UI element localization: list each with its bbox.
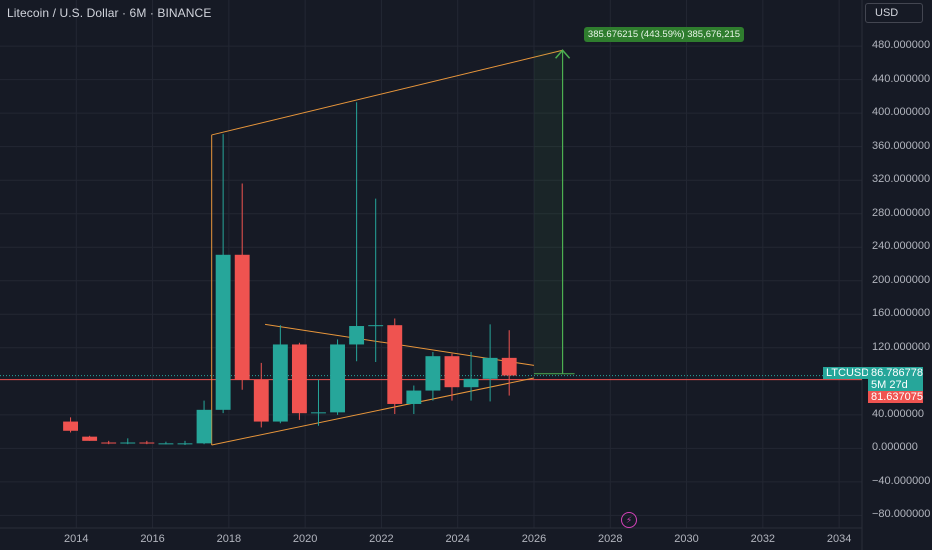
x-tick-label: 2028 [598,533,623,545]
candle-body [196,409,212,444]
candle-body [311,412,326,414]
x-tick-label: 2032 [750,533,776,545]
pattern-line [211,49,563,136]
candle-body [330,344,345,413]
candle-body [349,326,365,345]
pattern-line [211,377,535,446]
measure-arrow [555,49,571,59]
candle-body [463,378,479,388]
countdown-badge: 5M 27d [868,379,923,391]
candle-body [63,421,78,431]
y-tick-label: 40.000000 [872,407,924,420]
measure-area [533,50,563,374]
candlestick-series [63,102,517,446]
candle-body [272,344,288,422]
last-price-badge: 86.786778 [868,367,923,379]
candle-body [482,357,498,379]
low-price-badge: 81.637075 [868,391,923,403]
candle-body [253,379,269,422]
candle-body [101,442,117,444]
lightning-icon[interactable]: ⚡ [621,512,637,528]
y-tick-label: 480.000000 [872,39,931,52]
y-tick-label: −80.000000 [872,508,931,521]
y-tick-label: 320.000000 [872,173,931,186]
y-tick-label: 400.000000 [872,106,931,119]
chart-grid [0,0,863,550]
x-tick-label: 2020 [292,533,318,545]
x-tick-label: 2016 [140,533,165,545]
candle-body [234,254,250,380]
currency-selector[interactable]: USD [865,3,923,23]
candle-body [444,356,460,388]
price-range-measure [533,49,575,375]
candle-body [406,390,422,404]
x-tick-label: 2026 [521,533,547,545]
y-tick-label: −40.000000 [872,474,931,487]
candle-body [387,325,403,404]
y-tick-label: 160.000000 [872,307,931,320]
candle-body [139,442,155,444]
candle-body [425,356,441,391]
candle-body [177,443,193,445]
y-tick-label: 240.000000 [872,240,931,253]
y-tick-label: 360.000000 [872,139,931,152]
candle-body [501,357,517,376]
candle-body [82,436,98,441]
x-tick-label: 2024 [445,533,470,545]
candle-body [120,442,136,444]
candle-body [291,344,307,414]
y-tick-label: 440.000000 [872,72,931,85]
y-tick-label: 120.000000 [872,340,931,353]
candle-body [368,325,384,327]
y-tick-label: 200.000000 [872,273,931,286]
x-tick-label: 2030 [674,533,699,545]
candle-body [215,254,231,410]
x-tick-label: 2034 [826,533,852,545]
symbol-badge: LTCUSD [823,367,873,379]
candle-body [158,443,174,445]
symbol-title[interactable]: Litecoin / U.S. Dollar · 6M · BINANCE [7,6,212,20]
y-tick-label: 280.000000 [872,206,931,219]
x-tick-label: 2018 [216,533,242,545]
y-tick-label: 0.000000 [872,441,918,454]
measure-label: 385.676215 (443.59%) 385,676,215 [584,27,744,42]
x-tick-label: 2014 [64,533,89,545]
x-tick-label: 2022 [369,533,394,545]
